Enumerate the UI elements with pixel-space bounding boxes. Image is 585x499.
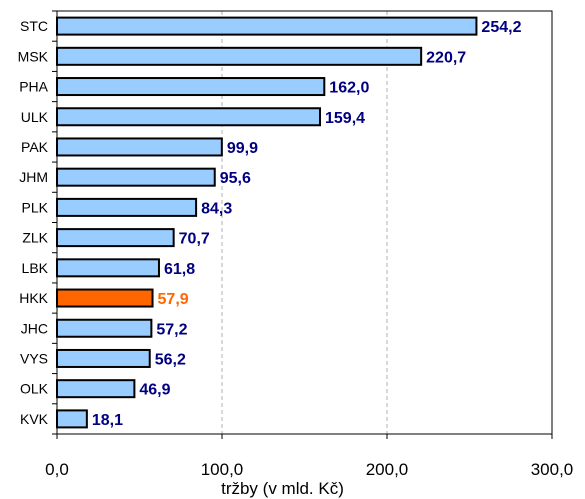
bar-plk — [56, 197, 198, 217]
category-label-zlk: ZLK — [22, 230, 48, 246]
bar-lbk — [56, 258, 160, 278]
value-label-plk: 84,3 — [201, 200, 232, 217]
category-label-ulk: ULK — [21, 109, 49, 125]
x-tick-label: 100,0 — [201, 460, 244, 479]
bar-msk — [56, 46, 423, 66]
category-label-jhc: JHC — [21, 320, 48, 336]
bar-stc — [56, 16, 478, 36]
value-label-zlk: 70,7 — [179, 231, 210, 248]
value-label-pha: 162,0 — [329, 80, 369, 97]
category-label-lbk: LBK — [22, 260, 49, 276]
bar-kvk — [56, 409, 88, 429]
value-label-jhc: 57,2 — [156, 321, 187, 338]
bar-zlk — [56, 228, 175, 248]
category-labels: STC MSK PHA ULK PAK JHM PLK ZLK LBK HKK JHC VYS OLK K… — [18, 18, 49, 427]
category-label-stc: STC — [20, 18, 48, 34]
category-label-vys: VYS — [20, 350, 48, 366]
plot-border — [56, 10, 553, 435]
category-label-olk: OLK — [20, 381, 49, 397]
category-label-pha: PHA — [19, 79, 48, 95]
category-label-pak: PAK — [21, 139, 49, 155]
bar-vys — [56, 348, 151, 368]
x-tick-label: 0,0 — [45, 460, 69, 479]
x-tick-label: 200,0 — [366, 460, 409, 479]
x-axis-label: tržby (v mld. Kč) — [221, 479, 344, 498]
value-labels: 254,2 220,7 162,0 159,4 99,9 95,6 84,3 70,7 61,8… — [92, 19, 522, 429]
category-label-kvk: KVK — [20, 411, 49, 427]
bar-olk — [56, 379, 136, 399]
bar-pak — [56, 137, 223, 157]
grid-lines — [221, 11, 388, 434]
value-label-kvk: 18,1 — [92, 412, 123, 429]
bar-jhm — [56, 167, 216, 187]
value-label-pak: 99,9 — [227, 140, 258, 157]
bar-pha — [56, 77, 326, 97]
value-label-ulk: 159,4 — [325, 110, 365, 127]
value-label-jhm: 95,6 — [220, 170, 251, 187]
value-label-lbk: 61,8 — [164, 261, 195, 278]
value-label-stc: 254,2 — [481, 19, 521, 36]
bar-ulk — [56, 107, 322, 127]
category-label-msk: MSK — [18, 48, 49, 64]
category-label-jhm: JHM — [19, 169, 48, 185]
value-label-msk: 220,7 — [426, 49, 466, 66]
plot-frame — [52, 10, 553, 439]
bars — [56, 16, 478, 429]
value-label-hkk: 57,9 — [158, 291, 189, 308]
value-label-olk: 46,9 — [139, 382, 170, 399]
category-label-plk: PLK — [22, 199, 49, 215]
x-tick-labels: 0,0 100,0 200,0 300,0 — [45, 460, 573, 479]
x-tick-label: 300,0 — [531, 460, 574, 479]
category-label-hkk: HKK — [19, 290, 48, 306]
bar-hkk — [56, 288, 154, 308]
value-label-vys: 56,2 — [155, 351, 186, 368]
bar-jhc — [56, 318, 153, 338]
